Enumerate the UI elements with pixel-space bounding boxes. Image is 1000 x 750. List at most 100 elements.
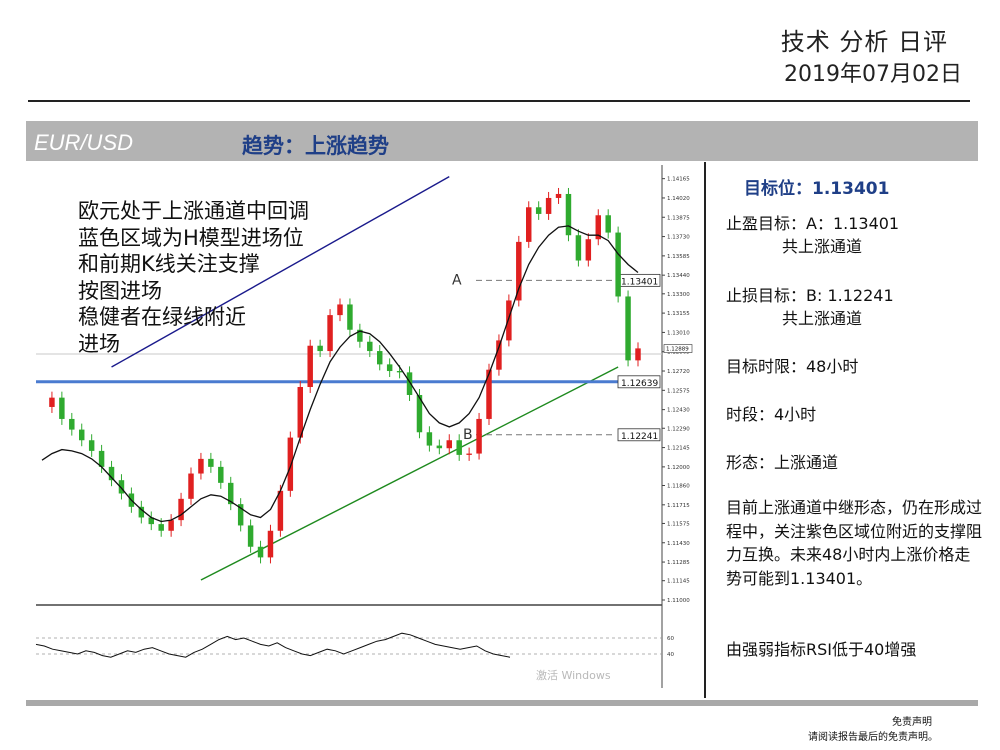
header-rule (28, 100, 970, 102)
price-label: 1.12241 (621, 432, 658, 442)
candle (496, 340, 502, 370)
moving-average-line (41, 225, 639, 523)
analysis-text: 目前上涨通道中继形态，仍在形成过程中，关注紫色区域位附近的支撑阻力互换。未来48… (726, 498, 983, 588)
candle (357, 329, 363, 342)
y-tick-label: 1.11145 (667, 579, 690, 585)
y-tick-label: 1.13585 (667, 254, 690, 260)
rsi-level-label: 40 (667, 652, 674, 658)
candle (347, 304, 353, 330)
price-label: 1.12639 (621, 379, 658, 389)
y-tick-label: 1.13875 (667, 215, 690, 221)
y-tick-label: 1.11860 (667, 484, 690, 490)
price-label-box (617, 375, 661, 389)
take-profit: 止盈目标：A：1.13401 共上涨通道 (726, 212, 899, 258)
candle (406, 372, 413, 395)
y-tick-label: 1.12430 (667, 408, 690, 414)
candle (158, 524, 164, 531)
candle (98, 450, 105, 467)
stop-loss: 止损目标：B: 1.12241 共上涨通道 (726, 284, 894, 330)
candle (317, 345, 323, 352)
vertical-divider (704, 162, 706, 698)
candle (396, 371, 403, 373)
current-price-box (663, 344, 693, 353)
candle (545, 197, 552, 214)
candle (605, 215, 611, 233)
candle (575, 235, 582, 261)
candle (148, 517, 154, 525)
rsi-level-label: 60 (667, 636, 674, 642)
disclaimer-text: 请阅读报告最后的免责声明。 (808, 732, 938, 743)
rsi-line (35, 632, 511, 658)
candle (138, 506, 145, 518)
y-tick-label: 1.13010 (667, 330, 690, 336)
candle (456, 440, 462, 455)
price-label-box (617, 428, 661, 442)
y-tick-label: 1.14020 (667, 196, 690, 202)
target-level: 目标位：1.13401 (744, 179, 890, 199)
candle (69, 418, 75, 430)
candle (446, 440, 452, 449)
candle (198, 458, 204, 474)
candle (615, 232, 621, 297)
candle (476, 418, 482, 454)
trend-label: 趋势：上涨趋势 (242, 134, 389, 158)
candle (118, 480, 125, 494)
overlay-line: 欧元处于上涨通道中回调 (78, 199, 309, 223)
y-tick-label: 1.14165 (667, 177, 690, 183)
y-tick-label: 1.11575 (667, 521, 690, 527)
overlay-line: 按图进场 (78, 278, 162, 303)
candle (416, 394, 423, 433)
watermark: 激活 Windows (536, 669, 611, 682)
candle (436, 445, 443, 449)
candle (208, 458, 214, 467)
candle (367, 341, 373, 352)
candle (88, 440, 95, 451)
disclaimer-title: 免责声明 (892, 717, 932, 728)
candle (168, 520, 174, 531)
time-limit: 目标时限：48小时 (726, 357, 859, 376)
stop-loss-label: 止损目标：B: 1.12241 (726, 286, 894, 305)
candle (526, 207, 532, 242)
candle (287, 437, 294, 491)
y-tick-label: 1.11430 (667, 541, 690, 547)
candle (267, 530, 274, 558)
candle (178, 498, 184, 521)
rsi-note: 由强弱指标RSI低于40增强 (726, 640, 917, 659)
y-tick-label: 1.13440 (667, 273, 690, 279)
candle (625, 296, 631, 361)
upper-channel-line (111, 176, 450, 368)
candle (535, 207, 542, 214)
candle (237, 504, 244, 526)
price-label: 1.13401 (621, 277, 658, 287)
candle (228, 482, 234, 505)
level-marker-a: A (452, 272, 462, 288)
candle (555, 193, 562, 198)
bottom-bar (26, 700, 978, 706)
y-tick-label: 1.12720 (667, 369, 690, 375)
candle (247, 525, 254, 547)
candle (327, 315, 333, 352)
y-tick-label: 1.13730 (667, 235, 690, 241)
candle (506, 300, 512, 341)
price-chart: 1.14165 1.14020 1.13875 1.13730 1.13585 1.134… (35, 165, 693, 688)
candle (635, 348, 641, 361)
candle (79, 429, 85, 441)
candle (257, 546, 264, 558)
y-tick-label: 1.11285 (667, 560, 690, 566)
header-date: 2019年07月02日 (784, 62, 962, 87)
header-title: 技术 分析 日评 (780, 28, 948, 56)
overlay-line: 蓝色区域为H模型进场位 (78, 225, 304, 250)
take-profit-sub: 共上涨通道 (782, 237, 863, 256)
candle (218, 466, 224, 483)
title-band (26, 121, 978, 161)
candle (486, 369, 492, 419)
y-tick-label: 1.11715 (667, 503, 690, 509)
stop-loss-sub: 共上涨通道 (782, 309, 863, 328)
candle (108, 466, 115, 481)
candle (565, 193, 572, 236)
candle (426, 432, 433, 446)
y-tick-label: 1.11000 (667, 598, 690, 604)
candle (386, 364, 393, 372)
y-tick-label: 1.13300 (667, 292, 690, 298)
candle (337, 304, 343, 316)
